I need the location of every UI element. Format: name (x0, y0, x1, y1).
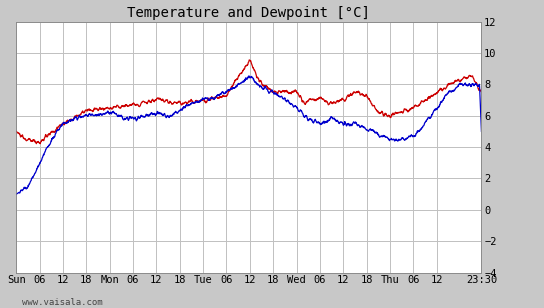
Text: www.vaisala.com: www.vaisala.com (22, 298, 102, 307)
Title: Temperature and Dewpoint [°C]: Temperature and Dewpoint [°C] (127, 6, 370, 20)
